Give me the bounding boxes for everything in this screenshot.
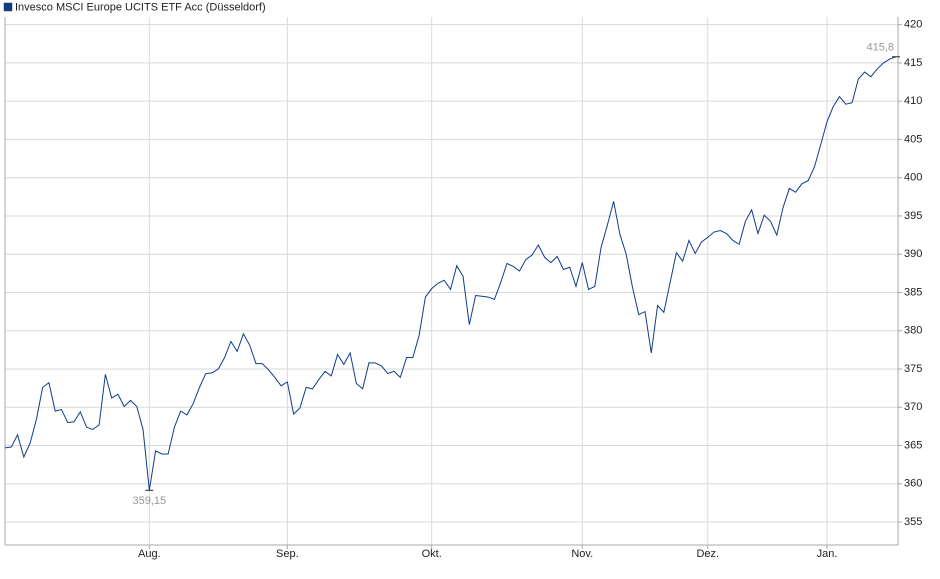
min-label: 359,15 (132, 495, 166, 507)
x-tick-label: Aug. (138, 548, 161, 560)
y-tick-label: 420 (904, 19, 922, 31)
y-tick-label: 410 (904, 95, 922, 107)
y-tick-label: 395 (904, 210, 922, 222)
x-tick-label: Okt. (422, 548, 442, 560)
y-tick-label: 390 (904, 248, 922, 260)
y-tick-label: 375 (904, 363, 922, 375)
x-tick-label: Dez. (696, 548, 719, 560)
line (4, 56, 897, 491)
y-tick-label: 370 (904, 401, 922, 413)
x-tick-label: Sep. (276, 548, 299, 560)
x-tick-label: Jan. (817, 548, 838, 560)
legend-label: Invesco MSCI Europe UCITS ETF Acc (Düsse… (15, 1, 266, 13)
y-tick-label: 415 (904, 57, 922, 69)
y-tick-label: 360 (904, 478, 922, 490)
y-tick-label: 400 (904, 172, 922, 184)
max-label: 415,8 (866, 42, 894, 54)
y-tick-label: 405 (904, 133, 922, 145)
x-tick-label: Nov. (571, 548, 593, 560)
y-tick-label: 355 (904, 516, 922, 528)
y-tick-label: 365 (904, 439, 922, 451)
y-tick-label: 380 (904, 325, 922, 337)
legend-swatch (3, 2, 13, 12)
y-tick-label: 385 (904, 286, 922, 298)
